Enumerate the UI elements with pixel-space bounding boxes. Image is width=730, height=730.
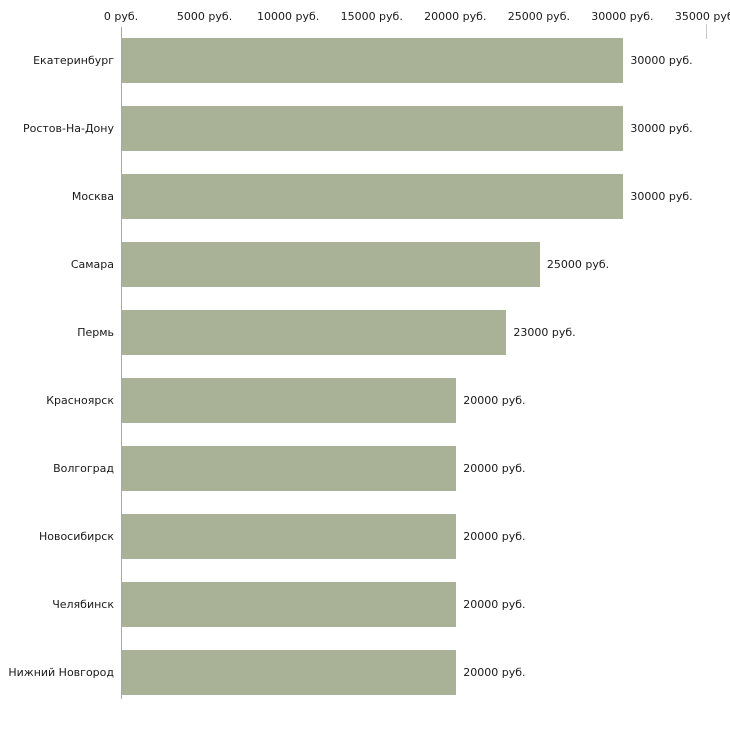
category-label: Москва bbox=[71, 189, 114, 203]
category-label: Нижний Новгород bbox=[8, 665, 114, 679]
category-label: Екатеринбург bbox=[33, 53, 114, 67]
value-label: 20000 руб. bbox=[463, 665, 526, 679]
bar bbox=[122, 378, 457, 423]
x-axis-tick-label: 15000 руб. bbox=[340, 10, 403, 23]
x-axis-tick-label: 0 руб. bbox=[103, 10, 139, 23]
value-label: 30000 руб. bbox=[630, 121, 693, 135]
bar bbox=[122, 242, 540, 287]
value-label: 20000 руб. bbox=[463, 597, 526, 611]
bar bbox=[122, 106, 624, 151]
value-label: 30000 руб. bbox=[630, 53, 693, 67]
value-label: 30000 руб. bbox=[630, 189, 693, 203]
value-label: 20000 руб. bbox=[463, 461, 526, 475]
bar bbox=[122, 650, 457, 695]
bar bbox=[122, 174, 624, 219]
category-label: Красноярск bbox=[46, 393, 114, 407]
category-label: Самара bbox=[70, 257, 114, 271]
x-axis-tick-label: 30000 руб. bbox=[591, 10, 654, 23]
x-axis-tick-label: 25000 руб. bbox=[507, 10, 570, 23]
x-axis-tick-label: 10000 руб. bbox=[257, 10, 320, 23]
bar bbox=[122, 310, 507, 355]
value-label: 20000 руб. bbox=[463, 529, 526, 543]
value-label: 20000 руб. bbox=[463, 393, 526, 407]
y-axis-line bbox=[121, 27, 122, 699]
bar bbox=[122, 582, 457, 627]
category-label: Пермь bbox=[77, 325, 114, 339]
category-label: Ростов-На-Дону bbox=[22, 121, 114, 135]
x-axis-tick-mark bbox=[706, 24, 707, 39]
category-label: Челябинск bbox=[52, 597, 114, 611]
value-label: 23000 руб. bbox=[513, 325, 576, 339]
value-label: 25000 руб. bbox=[546, 257, 610, 271]
x-axis-tick-label: 20000 руб. bbox=[424, 10, 487, 23]
bar bbox=[122, 446, 457, 491]
bar bbox=[122, 514, 457, 559]
category-label: Новосибирск bbox=[38, 529, 114, 543]
bar bbox=[122, 38, 624, 83]
x-axis-tick-label: 35000 руб. bbox=[674, 10, 730, 23]
x-axis-tick-label: 5000 руб. bbox=[176, 10, 233, 23]
category-label: Волгоград bbox=[53, 461, 114, 475]
